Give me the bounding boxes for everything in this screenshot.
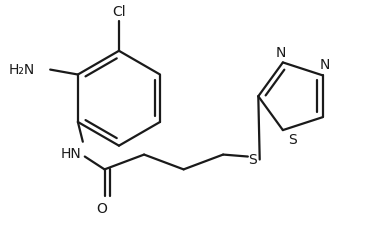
Text: H₂N: H₂N (8, 63, 34, 76)
Text: Cl: Cl (112, 5, 126, 19)
Text: N: N (276, 46, 286, 59)
Text: O: O (96, 202, 107, 216)
Text: S: S (288, 133, 297, 147)
Text: N: N (319, 59, 330, 72)
Text: HN: HN (61, 147, 81, 160)
Text: S: S (248, 152, 257, 167)
